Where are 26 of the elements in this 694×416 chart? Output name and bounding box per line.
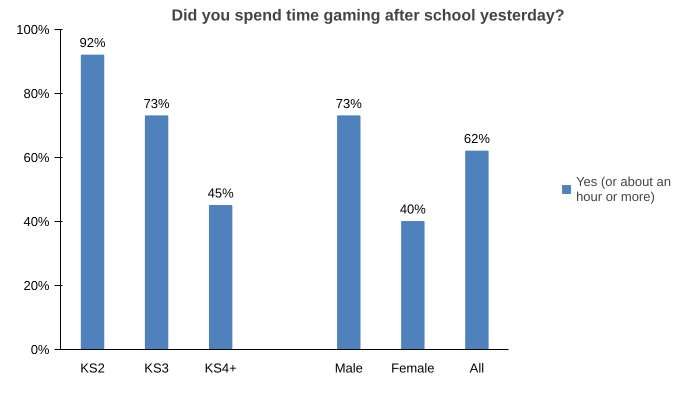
text: 62% — [464, 131, 490, 146]
text: 73% — [144, 96, 170, 111]
y-tick-label: 100% — [16, 22, 50, 37]
y-tick-label: 60% — [23, 150, 50, 165]
bar — [144, 115, 168, 350]
x-tick-label: Male — [334, 360, 363, 376]
bar — [208, 205, 232, 350]
text: 92% — [80, 35, 106, 50]
x-tick-label: KS2 — [80, 360, 105, 376]
y-tick-label: 80% — [23, 86, 50, 101]
bar — [401, 221, 425, 350]
x-tick-label: KS4+ — [204, 360, 237, 376]
text: 73% — [336, 96, 362, 111]
legend-label: Yes (or about an hour or more) — [576, 174, 671, 204]
chart-title: Did you spend time gaming after school yesterday? — [172, 8, 564, 24]
bar — [337, 115, 360, 350]
x-tick-label: All — [470, 360, 484, 376]
bar — [80, 54, 104, 350]
text: 45% — [208, 186, 234, 200]
y-tick-label: 0% — [30, 342, 50, 357]
x-tick-label: KS3 — [144, 360, 169, 376]
bar — [465, 150, 489, 350]
y-tick-label: 20% — [23, 278, 50, 293]
text: 40% — [400, 202, 426, 216]
y-tick-label: 40% — [23, 214, 50, 229]
x-tick-label: Female — [391, 360, 435, 376]
